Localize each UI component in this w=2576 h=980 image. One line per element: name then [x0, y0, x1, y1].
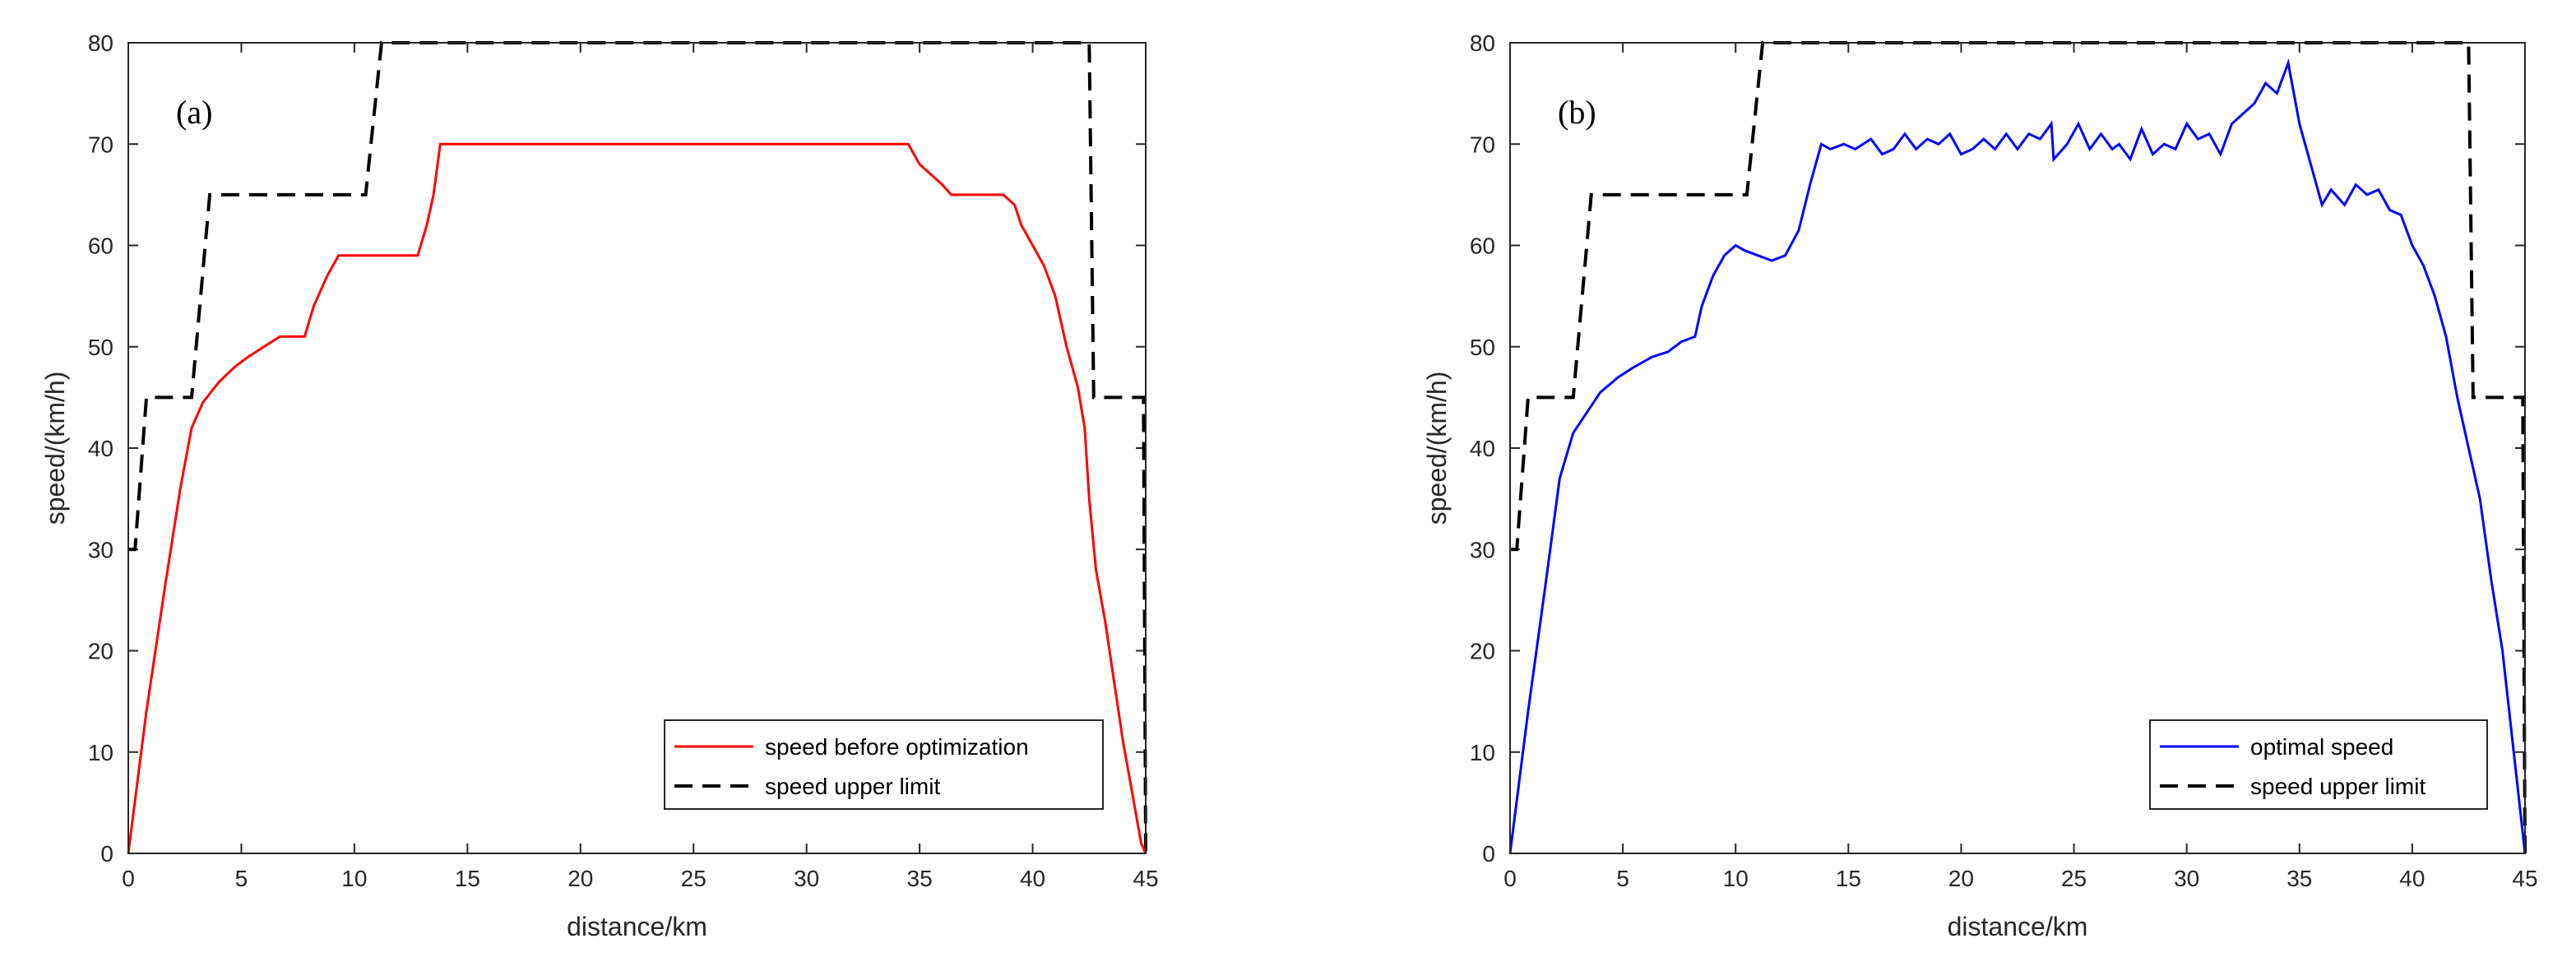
- legend-label-main: optimal speed: [2250, 734, 2393, 760]
- y-tick-label: 30: [88, 537, 114, 562]
- y-tick-label: 40: [1470, 436, 1495, 461]
- y-axis-label: speed/(km/h): [40, 372, 70, 525]
- legend: speed before optimization speed upper li…: [664, 719, 1104, 810]
- x-tick-label: 10: [1723, 866, 1749, 891]
- series-line-speed-upper-limit: [128, 41, 1147, 854]
- y-tick-label: 20: [88, 639, 114, 664]
- y-tick-label: 0: [1482, 841, 1495, 867]
- x-tick-label: 30: [2174, 866, 2199, 891]
- y-tick-label: 50: [88, 335, 114, 360]
- x-tick-label: 10: [341, 866, 367, 891]
- x-tick-label: 20: [568, 866, 593, 891]
- x-tick-label: 40: [1020, 866, 1045, 891]
- x-tick-label: 30: [794, 866, 819, 891]
- x-tick-label: 0: [122, 866, 135, 891]
- series-line-main: [1508, 58, 2527, 854]
- x-tick-label: 20: [1948, 866, 1974, 891]
- x-tick-label: 25: [681, 866, 707, 891]
- y-tick-label: 30: [1470, 537, 1495, 562]
- y-tick-label: 80: [88, 30, 114, 56]
- series-line-speed-upper-limit: [1510, 41, 2527, 854]
- x-tick-label: 40: [2399, 866, 2425, 891]
- y-tick-label: 70: [88, 132, 114, 157]
- y-tick-label: 70: [1470, 132, 1495, 157]
- panel-label: (a): [176, 94, 212, 131]
- x-tick-label: 25: [2061, 866, 2087, 891]
- legend-label-limit: speed upper limit: [2250, 774, 2425, 799]
- x-tick-label: 5: [1616, 866, 1629, 891]
- y-axis-label: speed/(km/h): [1422, 372, 1452, 525]
- series-line-main: [127, 142, 1147, 854]
- y-tick-label: 20: [1470, 639, 1495, 664]
- y-tick-label: 10: [1470, 740, 1495, 765]
- x-tick-label: 5: [235, 866, 248, 891]
- x-tick-label: 45: [1133, 866, 1158, 891]
- legend-box: [2149, 719, 2488, 810]
- y-tick-label: 80: [1470, 30, 1495, 56]
- legend-box: [664, 719, 1104, 810]
- panel-label: (b): [1558, 94, 1596, 131]
- x-tick-label: 15: [455, 866, 480, 891]
- x-axis-label: distance/km: [567, 912, 707, 941]
- legend-label-main: speed before optimization: [765, 734, 1029, 760]
- x-tick-label: 35: [2286, 866, 2312, 891]
- legend: optimal speed speed upper limit: [2149, 719, 2488, 810]
- y-tick-label: 0: [100, 841, 114, 867]
- y-tick-label: 10: [88, 740, 114, 765]
- x-tick-label: 35: [907, 866, 933, 891]
- plot-area-frame: [1509, 42, 2526, 854]
- y-tick-label: 60: [88, 233, 114, 259]
- y-tick-label: 60: [1470, 233, 1495, 259]
- x-tick-label: 45: [2512, 866, 2537, 891]
- x-axis-label: distance/km: [1948, 912, 2088, 941]
- plot-area-frame: [127, 42, 1147, 854]
- x-tick-label: 0: [1503, 866, 1517, 891]
- y-tick-label: 50: [1470, 335, 1495, 360]
- x-tick-label: 15: [1836, 866, 1861, 891]
- legend-label-limit: speed upper limit: [765, 774, 940, 799]
- y-tick-label: 40: [88, 436, 114, 461]
